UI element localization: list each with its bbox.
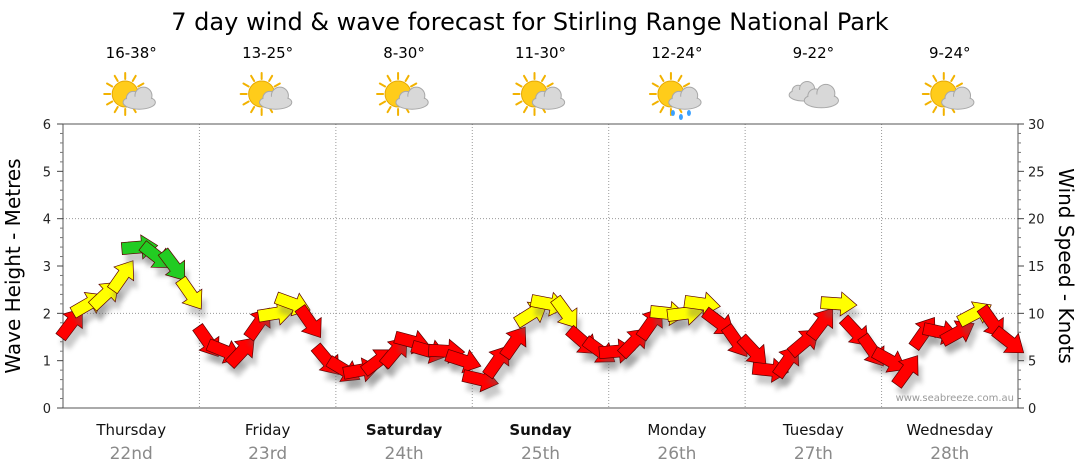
- day-date: 23rd: [248, 444, 287, 464]
- right-axis-label: Wind Speed - Knots: [1054, 168, 1078, 364]
- right-tick-label: 30: [1028, 118, 1045, 133]
- day-temperature: 16-38°: [106, 44, 157, 62]
- day-labels: Thursday 22nd Friday 23rd Saturday 24th Sunday…: [95, 421, 993, 464]
- partly-cloudy-icon: [103, 72, 156, 116]
- right-tick-label: 15: [1028, 260, 1045, 275]
- day-date: 22nd: [110, 444, 153, 464]
- left-tick-label: 4: [43, 213, 51, 228]
- wind-arrow: [224, 337, 255, 369]
- day-name: Saturday: [366, 421, 443, 439]
- day-name: Friday: [245, 421, 291, 439]
- chart-title: 7 day wind & wave forecast for Stirling …: [171, 8, 889, 36]
- day-name: Tuesday: [782, 421, 844, 439]
- left-tick-label: 0: [43, 402, 51, 417]
- day-name: Wednesday: [906, 421, 993, 439]
- wind-arrow: [891, 355, 919, 389]
- wind-arrow: [550, 294, 578, 329]
- day-temperature: 11-30°: [515, 44, 566, 62]
- right-tick-label: 20: [1028, 213, 1045, 228]
- wind-arrow: [294, 304, 322, 339]
- wind-arrow: [499, 326, 527, 361]
- day-date: 24th: [385, 444, 424, 464]
- wind-arrow: [106, 260, 135, 295]
- right-tick-label: 10: [1028, 307, 1045, 322]
- partly-cloudy-icon: [512, 72, 566, 116]
- left-tick-label: 1: [43, 355, 51, 370]
- left-tick-label: 2: [43, 307, 51, 322]
- day-temperature: 8-30°: [383, 44, 425, 62]
- right-tick-label: 0: [1028, 402, 1036, 417]
- day-name: Sunday: [509, 421, 572, 439]
- day-name: Thursday: [95, 421, 166, 439]
- day-name: Monday: [647, 421, 706, 439]
- day-date: 28th: [930, 444, 969, 464]
- partly-cloudy-icon: [921, 72, 975, 116]
- right-tick-label: 5: [1028, 355, 1036, 370]
- showers-icon: [648, 72, 702, 120]
- day-temperature: 12-24°: [651, 44, 702, 62]
- left-tick-label: 6: [43, 118, 51, 133]
- day-temperature: 13-25°: [242, 44, 293, 62]
- left-axis-label: Wave Height - Metres: [1, 158, 25, 373]
- day-date: 27th: [794, 444, 833, 464]
- wind-arrow: [157, 247, 186, 281]
- wind-arrow: [870, 346, 907, 373]
- wind-arrow: [820, 291, 858, 317]
- wind-arrow-shadow: [517, 311, 552, 337]
- watermark: www.seabreeze.com.au: [896, 393, 1014, 404]
- left-tick-label: 5: [43, 165, 51, 180]
- day-temperature: 9-24°: [929, 44, 971, 62]
- cloud-icon: [788, 81, 839, 109]
- wind-arrows: [55, 234, 1028, 401]
- right-tick-label: 25: [1028, 165, 1045, 180]
- left-tick-label: 3: [43, 260, 51, 275]
- partly-cloudy-icon: [376, 72, 429, 116]
- day-date: 26th: [657, 444, 696, 464]
- wind-arrow: [175, 275, 203, 310]
- wind-arrow: [991, 325, 1025, 354]
- wind-arrow-shadow: [943, 329, 979, 356]
- partly-cloudy-icon: [239, 72, 293, 116]
- right-axis: 0 5 10 15 20 25 30: [1018, 118, 1045, 417]
- weather-row: 16-38° 13-25° 8-30° 11-30° 12-24° 9-22° 9-24°: [103, 44, 975, 120]
- day-temperature: 9-22°: [793, 44, 835, 62]
- left-axis: 0 1 2 3 4 5 6: [43, 118, 63, 417]
- day-date: 25th: [521, 444, 560, 464]
- wind-arrow: [444, 348, 482, 374]
